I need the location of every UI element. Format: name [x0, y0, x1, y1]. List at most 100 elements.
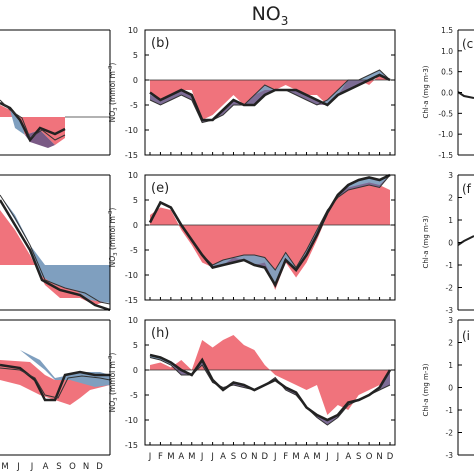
left-xtick-label: N	[83, 462, 89, 472]
left-g-line-thin	[0, 367, 111, 399]
xtick-label: D	[387, 452, 394, 462]
ytick-label: -15	[125, 151, 138, 160]
left-xtick-label: J	[16, 462, 20, 472]
panel-h-red-area	[150, 335, 390, 415]
left-a-purple-area	[25, 130, 55, 148]
right-ytick-label: 0.0	[441, 89, 453, 98]
left-xtick-label: M	[1, 462, 8, 472]
ytick-label: 10	[128, 316, 138, 325]
ytick-label: -10	[125, 416, 138, 425]
left-xtick-label: A	[43, 462, 49, 472]
right-ytick-label: -1.5	[438, 151, 453, 160]
xtick-label: A	[304, 452, 310, 462]
ytick-label: 10	[128, 171, 138, 180]
right-panel-c: (c Chl-a (mg m-3) 1.5 1.0 0.5 0.0 -0.5 -1.0 -1…	[422, 26, 474, 160]
xtick-label: O	[366, 452, 373, 462]
ytick-label: 0	[133, 76, 138, 85]
left-g-line-thick	[0, 363, 110, 402]
panel-h-ylabel: NO3 (mmol m-3)	[108, 353, 119, 413]
panel-b-ylabel: NO3 (mmol m-3)	[108, 63, 119, 123]
ytick-label: 10	[128, 26, 138, 35]
right-ytick-label: 0.5	[441, 68, 453, 77]
panel-b: 10 5 0 -5 -10 -15 (b) NO3 (mmol m-3)	[108, 26, 396, 160]
panel-e: 10 5 0 -5 -10 -15 (e) NO3 (mmol m-3)	[108, 171, 396, 305]
left-panel-d	[0, 174, 111, 312]
right-c-line	[457, 91, 474, 99]
xtick-label: F	[283, 452, 288, 462]
xtick-label: M	[167, 452, 174, 462]
left-g-red-area	[0, 360, 110, 405]
panel-h-frame	[144, 319, 396, 446]
ytick-label: -15	[125, 441, 138, 450]
xtick-label: S	[231, 452, 236, 462]
panel-e-frame	[144, 174, 396, 301]
right-ytick-label: 1.0	[441, 47, 453, 56]
no3-panels: 10 5 0 -5 -10 -15 (b) NO3 (mmol m-3) 10 5 0 -5 -10 -1…	[108, 26, 396, 462]
right-f-ylabel: Chl-a (mg m-3)	[422, 215, 430, 268]
right-c-ylabel: Chl-a (mg m-3)	[422, 65, 430, 118]
left-panel-g	[0, 319, 111, 456]
panel-b-frame	[144, 29, 396, 156]
xtick-label: A	[178, 452, 184, 462]
left-a-line-thin	[0, 99, 66, 141]
right-ytick-label: 3	[448, 171, 453, 180]
panel-b-red-area	[150, 75, 390, 120]
right-column: (c Chl-a (mg m-3) 1.5 1.0 0.5 0.0 -0.5 -1.0 -1…	[422, 26, 474, 460]
ytick-label: 5	[133, 341, 138, 350]
left-xtick-label: J	[30, 462, 34, 472]
right-c-ytick-labels: 1.5 1.0 0.5 0.0 -0.5 -1.0 -1.5	[438, 26, 462, 160]
panel-b-series-thick	[149, 73, 391, 122]
right-panel-i: (i Chl-a (mg m-3) 3 2 1 0 -1 -2 -3	[422, 316, 474, 460]
left-g-blue-area	[20, 350, 110, 387]
right-ytick-label: 1.5	[441, 26, 453, 35]
xtick-label: J	[200, 452, 204, 462]
right-ytick-label: -1.0	[438, 130, 453, 139]
right-i-ytick-labels: 3 2 1 0 -1 -2 -3	[446, 316, 462, 460]
ytick-label: -5	[130, 101, 138, 110]
xtick-label: M	[313, 452, 320, 462]
right-ytick-label: 2	[448, 194, 453, 203]
left-d-line-thin	[0, 194, 111, 305]
panel-e-label: (e)	[151, 181, 169, 196]
ytick-label: -10	[125, 126, 138, 135]
xtick-label: J	[273, 452, 277, 462]
right-ytick-label: -3	[446, 451, 454, 460]
right-f-ytick-labels: 3 2 1 0 -1 -2 -3	[446, 171, 462, 315]
right-f-panel-label: (f	[462, 182, 472, 196]
right-ytick-label: -3	[446, 306, 454, 315]
right-f-line	[457, 235, 474, 246]
xtick-label: S	[356, 452, 361, 462]
left-d-line-thick	[0, 199, 111, 312]
left-xtick-label: S	[56, 462, 61, 472]
ytick-label: 5	[133, 196, 138, 205]
xtick-label: O	[241, 452, 248, 462]
left-d-blue-area	[0, 195, 110, 303]
panel-b-series-thin	[149, 69, 391, 124]
right-c-panel-label: (c	[462, 37, 473, 51]
xtick-label: J	[325, 452, 329, 462]
right-ytick-label: -1	[446, 261, 454, 270]
ytick-label: 0	[133, 221, 138, 230]
panel-b-label: (b)	[151, 36, 169, 51]
right-ytick-label: 0	[448, 239, 453, 248]
ytick-label: 0	[133, 366, 138, 375]
ytick-label: -10	[125, 271, 138, 280]
panel-e-ylabel: NO3 (mmol m-3)	[108, 208, 119, 268]
left-a-blue-area	[10, 110, 25, 135]
right-ytick-label: 1	[448, 361, 453, 370]
ytick-label: -5	[130, 391, 138, 400]
right-ytick-label: 0	[448, 384, 453, 393]
ytick-label: 5	[133, 51, 138, 60]
xtick-label: A	[220, 452, 226, 462]
figure-title: NO3	[252, 3, 289, 28]
right-ytick-label: -2	[446, 284, 454, 293]
xtick-label: N	[376, 452, 382, 462]
xtick-label: F	[158, 452, 163, 462]
xtick-label: M	[292, 452, 299, 462]
panel-h-label: (h)	[151, 326, 169, 341]
right-ytick-label: 3	[448, 316, 453, 325]
right-i-ylabel: Chl-a (mg m-3)	[422, 363, 430, 416]
